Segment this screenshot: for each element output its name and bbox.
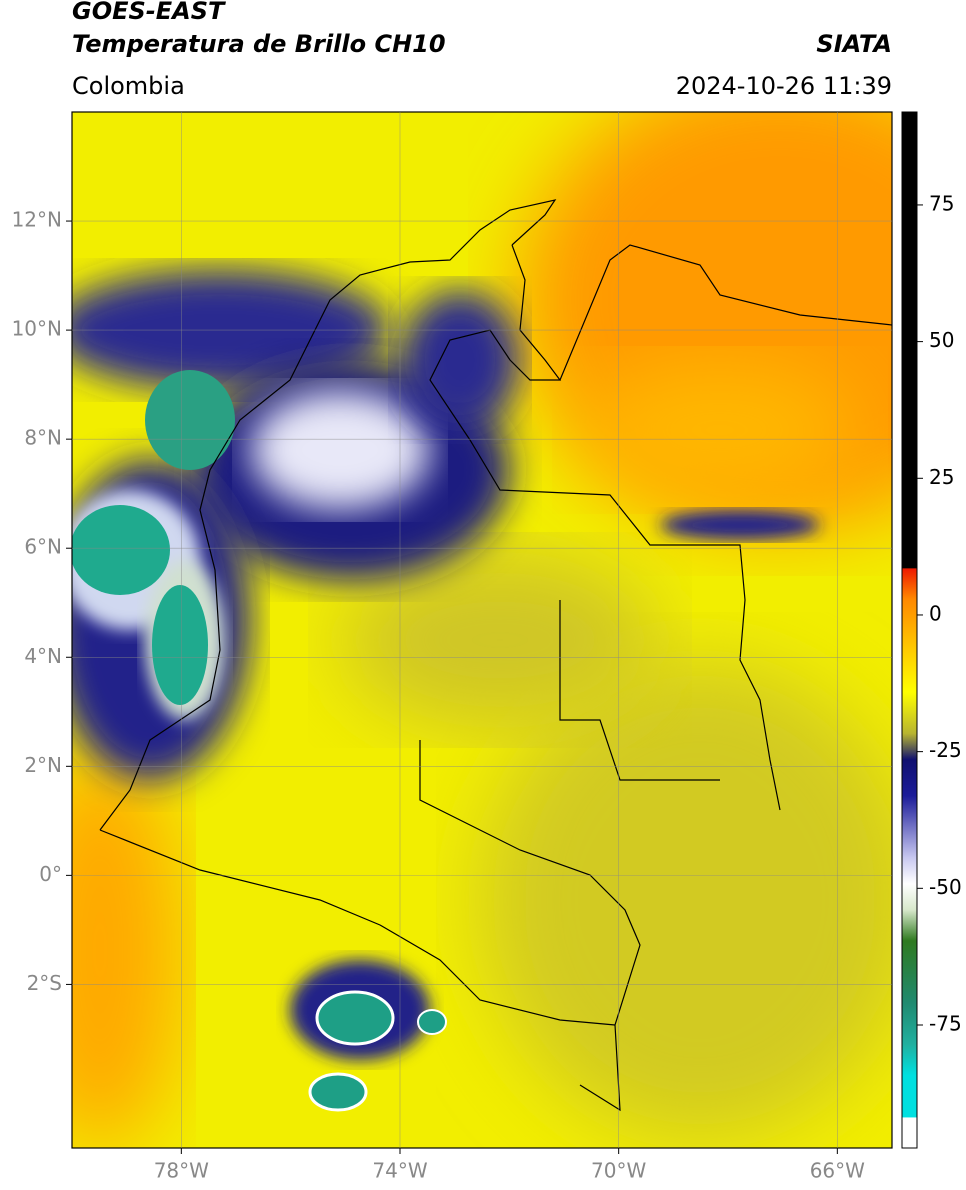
lat-tick-label: 2°N xyxy=(24,753,62,777)
lon-tick-label: 78°W xyxy=(154,1159,209,1183)
lon-tick-label: 74°W xyxy=(372,1159,427,1183)
lat-tick-label: 4°N xyxy=(24,644,62,668)
satellite-title: GOES-EAST xyxy=(72,0,225,25)
agency: SIATA xyxy=(816,30,892,58)
lat-tick-label: 6°N xyxy=(24,535,62,559)
lat-tick-label: 0° xyxy=(39,862,62,886)
lat-tick-label: 12°N xyxy=(12,208,62,232)
colorbar-tick-label: -25 xyxy=(929,738,962,762)
colorbar-tick-label: 50 xyxy=(929,328,954,352)
colorbar-tick-label: 75 xyxy=(929,191,954,215)
lat-tick-label: 8°N xyxy=(24,426,62,450)
lon-tick-label: 70°W xyxy=(591,1159,646,1183)
satellite-image xyxy=(72,112,892,1148)
lon-tick-label: 66°W xyxy=(810,1159,865,1183)
colorbar xyxy=(901,111,918,1149)
product-title: Temperatura de Brillo CH10 xyxy=(72,30,446,58)
lat-tick-label: 2°S xyxy=(27,971,62,995)
timestamp: 2024-10-26 11:39 xyxy=(675,72,892,100)
colorbar-tick-label: 25 xyxy=(929,465,954,489)
colorbar-tick-label: -50 xyxy=(929,875,962,899)
map-frame xyxy=(71,111,893,1149)
colorbar-tick-label: 0 xyxy=(929,601,942,625)
region: Colombia xyxy=(72,72,185,100)
lat-tick-label: 10°N xyxy=(12,317,62,341)
colorbar-tick-label: -75 xyxy=(929,1011,962,1035)
